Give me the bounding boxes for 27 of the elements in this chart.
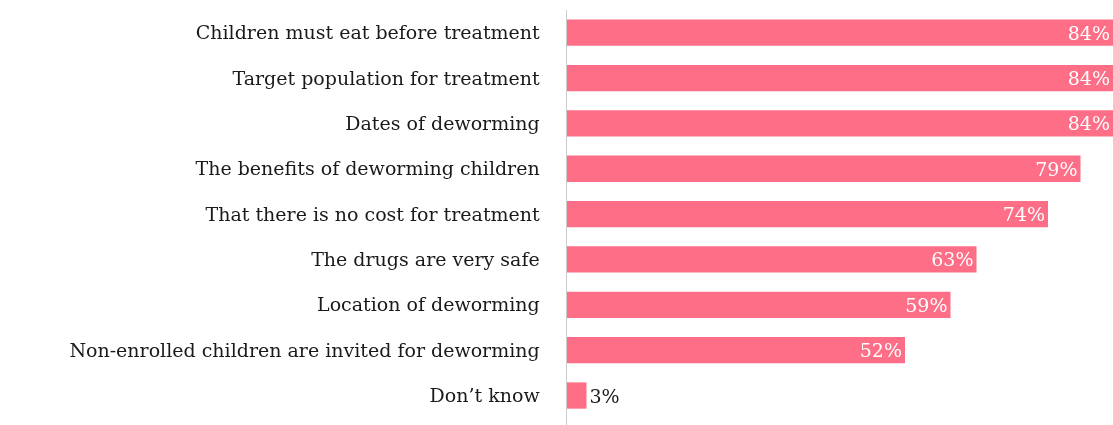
data-label: 79% [1035, 157, 1078, 180]
data-label: 3% [589, 384, 620, 407]
bar [567, 382, 587, 409]
bar [567, 64, 1113, 92]
y-tick-label: The drugs are very safe [311, 248, 540, 271]
y-tick-label: Dates of deworming [345, 112, 540, 135]
y-tick-label: Don’t know [429, 384, 541, 407]
bar [567, 337, 905, 364]
bar [567, 200, 1048, 228]
bar [567, 246, 977, 273]
data-label: 63% [931, 248, 974, 271]
y-tick-label: The benefits of deworming children [195, 157, 540, 180]
y-tick-label: Children must eat before treatment [195, 21, 541, 44]
data-label: 59% [905, 293, 948, 316]
y-tick-label: Non-enrolled children are invited for deworming [69, 338, 540, 361]
y-tick-label: Target population for treatment [232, 66, 541, 89]
bar [567, 155, 1081, 182]
bar [567, 110, 1113, 137]
y-tick-label: Location of deworming [317, 293, 540, 316]
data-label: 74% [1002, 203, 1045, 226]
data-label: 84% [1067, 112, 1110, 135]
data-label: 84% [1067, 21, 1110, 44]
y-tick-label: That there is no cost for treatment [205, 202, 541, 225]
data-label: 84% [1067, 67, 1110, 90]
bar [567, 19, 1113, 46]
data-label: 52% [859, 339, 902, 362]
bar [567, 291, 951, 318]
